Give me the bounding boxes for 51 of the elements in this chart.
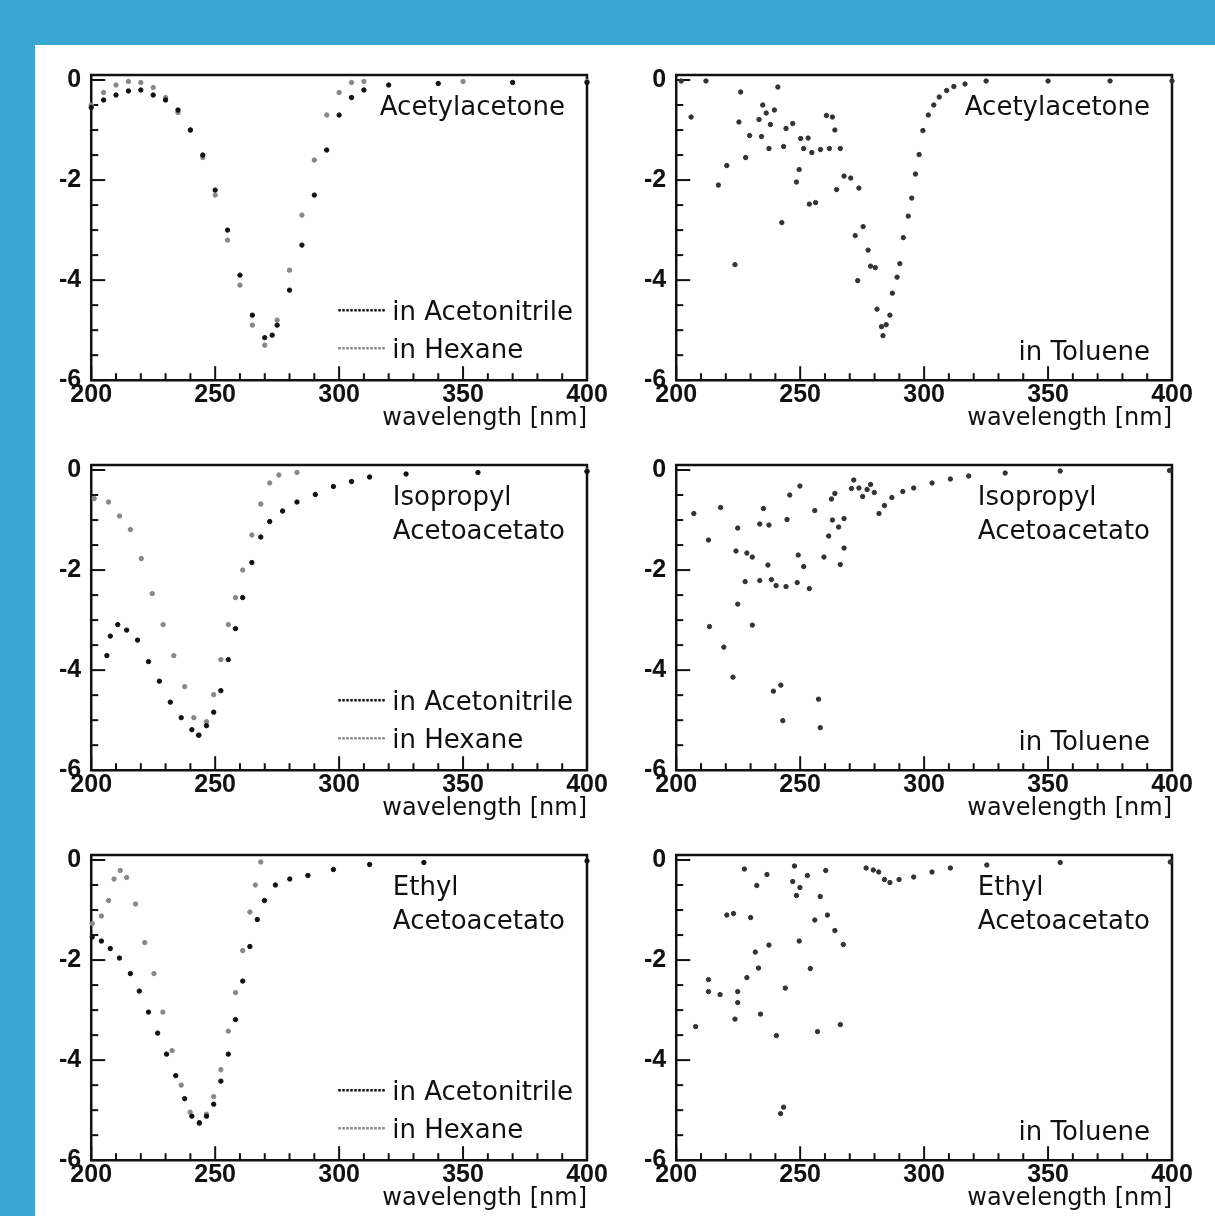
x-tick-label: 250 — [779, 379, 822, 408]
y-tick-label: -4 — [58, 1044, 82, 1073]
x-tick-label: 250 — [194, 379, 237, 408]
legend-label: in Hexane — [392, 1114, 524, 1145]
y-tick-label: -4 — [643, 264, 667, 293]
y-tick-label: -2 — [58, 163, 82, 192]
x-tick-label: 300 — [903, 769, 945, 798]
x-tick-label: 250 — [194, 769, 237, 798]
y-tick-label: -2 — [643, 553, 667, 582]
y-tick-label: -4 — [58, 654, 82, 683]
annotation: Ethyl Acetoacetato — [392, 871, 566, 935]
annotation: Ethyl Acetoacetato — [977, 871, 1151, 935]
x-axis-title: wavelength [nm] — [967, 792, 1172, 821]
x-axis-title: wavelength [nm] — [382, 792, 587, 821]
x-tick-label: 250 — [779, 769, 822, 798]
x-tick-label: 300 — [318, 1159, 360, 1188]
legend-label: in Acetonitrile — [392, 296, 573, 327]
y-tick-label: 0 — [652, 843, 667, 872]
y-tick-label: -4 — [643, 654, 667, 683]
y-tick-label: -2 — [58, 553, 82, 582]
y-tick-label: 0 — [67, 63, 82, 92]
x-tick-label: 300 — [903, 1159, 945, 1188]
legend-label: in Hexane — [392, 334, 524, 365]
y-tick-label: 0 — [652, 453, 667, 482]
annotation: Acetylacetone — [964, 91, 1151, 121]
annotation: Acetylacetone — [379, 91, 566, 121]
annotation: in Toluene — [1018, 336, 1150, 367]
x-tick-label: 300 — [318, 379, 360, 408]
annotation: in Toluene — [1018, 726, 1150, 757]
y-tick-label: -4 — [643, 1044, 667, 1073]
y-tick-label: 0 — [652, 63, 667, 92]
annotation: Isopropyl Acetoacetato — [977, 481, 1151, 545]
x-tick-label: 300 — [903, 379, 945, 408]
x-axis-title: wavelength [nm] — [382, 1182, 587, 1211]
y-tick-label: 0 — [67, 453, 82, 482]
legend-label: in Hexane — [392, 724, 524, 755]
x-axis-title: wavelength [nm] — [382, 402, 587, 431]
y-tick-label: -2 — [643, 943, 667, 972]
y-tick-label: -2 — [643, 163, 667, 192]
x-tick-label: 300 — [318, 769, 360, 798]
legend-label: in Acetonitrile — [392, 1076, 573, 1107]
y-tick-label: -2 — [58, 943, 82, 972]
x-tick-label: 250 — [779, 1159, 822, 1188]
annotation: in Toluene — [1018, 1116, 1150, 1147]
y-tick-label: 0 — [67, 843, 82, 872]
y-tick-label: -4 — [58, 264, 82, 293]
x-axis-title: wavelength [nm] — [967, 1182, 1172, 1211]
annotation: Isopropyl Acetoacetato — [392, 481, 566, 545]
x-axis-title: wavelength [nm] — [967, 402, 1172, 431]
x-tick-label: 250 — [194, 1159, 237, 1188]
legend-label: in Acetonitrile — [392, 686, 573, 717]
